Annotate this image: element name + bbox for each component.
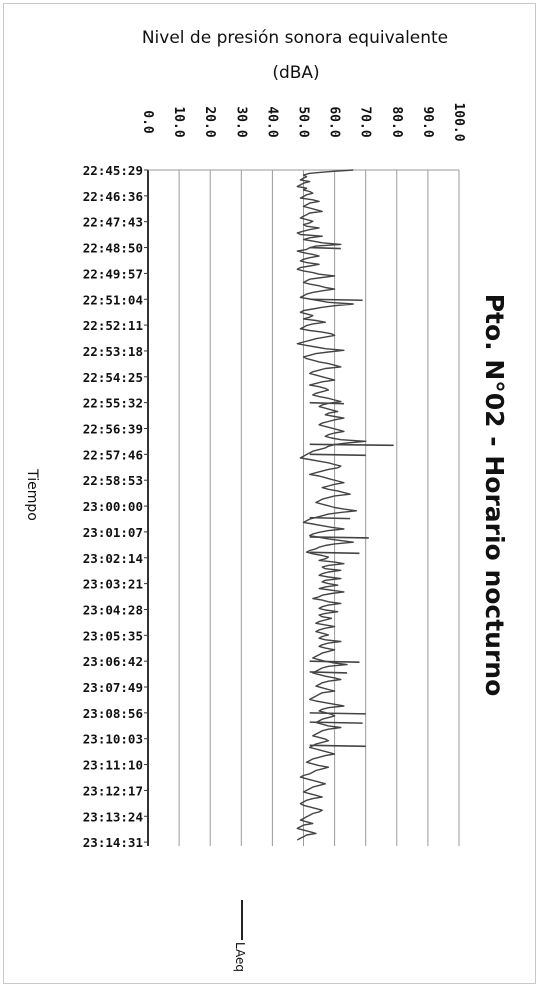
chart-title: Pto. N°02 - Horario nocturno <box>480 294 509 697</box>
y-tick-label: 50.0 <box>296 106 311 137</box>
legend-label: LAeq <box>233 942 247 972</box>
y-tick-label: 60.0 <box>327 106 342 137</box>
x-tick-label: 22:57:46 <box>83 447 143 462</box>
plot-area <box>296 169 394 841</box>
x-tick-label: 23:10:03 <box>83 732 143 747</box>
y-tick-label: 100.0 <box>451 102 466 141</box>
y-tick-label: 20.0 <box>202 106 217 137</box>
series-spike <box>309 298 363 302</box>
y-axis-title-line2: (dBA) <box>272 63 319 83</box>
x-tick-label: 22:45:29 <box>83 163 143 178</box>
series-spike <box>309 671 348 674</box>
series-spike <box>309 536 369 539</box>
series-spike <box>309 453 366 457</box>
x-tick-label: 22:56:39 <box>83 422 143 437</box>
x-tick-label: 23:01:07 <box>83 525 143 540</box>
x-tick-label: 23:00:00 <box>83 499 143 514</box>
x-tick-label: 23:14:31 <box>83 835 143 850</box>
x-tick-label: 22:54:25 <box>83 370 143 385</box>
x-tick-label: 22:58:53 <box>83 473 143 488</box>
x-tick-label: 22:55:32 <box>83 396 143 411</box>
x-tick-label: 23:11:10 <box>83 758 143 773</box>
series-spike <box>309 516 351 520</box>
y-tick-label: 80.0 <box>389 106 404 137</box>
x-tick-label: 23:04:28 <box>83 602 143 617</box>
chart-frame <box>3 3 536 984</box>
y-tick-labels: 0.0 10.0 20.0 30.0 40.0 50.0 60.0 70.0 80.0 90.0 1… <box>140 102 466 141</box>
x-axis-title: Tiempo <box>24 468 40 521</box>
series-spike <box>309 721 363 724</box>
series-spike <box>309 660 360 663</box>
x-tick-labels: 22:45:29 22:46:36 22:47:43 22:48:50 22:49:57… <box>83 163 148 850</box>
series-line-LAeq <box>296 169 367 841</box>
x-tick-label: 22:52:11 <box>83 318 143 333</box>
series-spike <box>309 744 366 748</box>
x-tick-label: 23:03:21 <box>83 577 143 592</box>
x-tick-label: 22:49:57 <box>83 266 143 281</box>
x-tick-label: 22:51:04 <box>83 292 143 307</box>
y-tick-label: 70.0 <box>358 106 373 137</box>
x-tick-label: 23:06:42 <box>83 654 143 669</box>
series-spike <box>309 246 341 250</box>
x-tick-label: 22:53:18 <box>83 344 143 359</box>
y-tick-label: 10.0 <box>171 106 186 137</box>
y-tick-label: 30.0 <box>233 106 248 137</box>
gridlines <box>147 169 460 846</box>
x-tick-label: 23:13:24 <box>83 809 143 824</box>
x-tick-label: 23:08:56 <box>83 706 143 721</box>
series-spike <box>309 712 366 715</box>
x-tick-label: 22:47:43 <box>83 215 143 230</box>
series-spike <box>309 401 344 405</box>
series-spike <box>309 443 394 447</box>
x-tick-label: 23:02:14 <box>83 551 143 566</box>
x-tick-label: 23:05:35 <box>83 628 143 643</box>
x-tick-label: 23:12:17 <box>83 783 143 798</box>
x-tick-label: 23:07:49 <box>83 680 143 695</box>
x-tick-label: 22:48:50 <box>83 241 143 256</box>
y-tick-label: 0.0 <box>140 110 155 134</box>
y-tick-label: 40.0 <box>264 106 279 137</box>
x-tick-label: 22:46:36 <box>83 189 143 204</box>
legend: LAeq <box>233 900 247 972</box>
y-axis-title-line1: Nivel de presión sonora equivalente <box>142 28 448 48</box>
y-tick-label: 90.0 <box>420 106 435 137</box>
series-spike <box>309 551 360 555</box>
